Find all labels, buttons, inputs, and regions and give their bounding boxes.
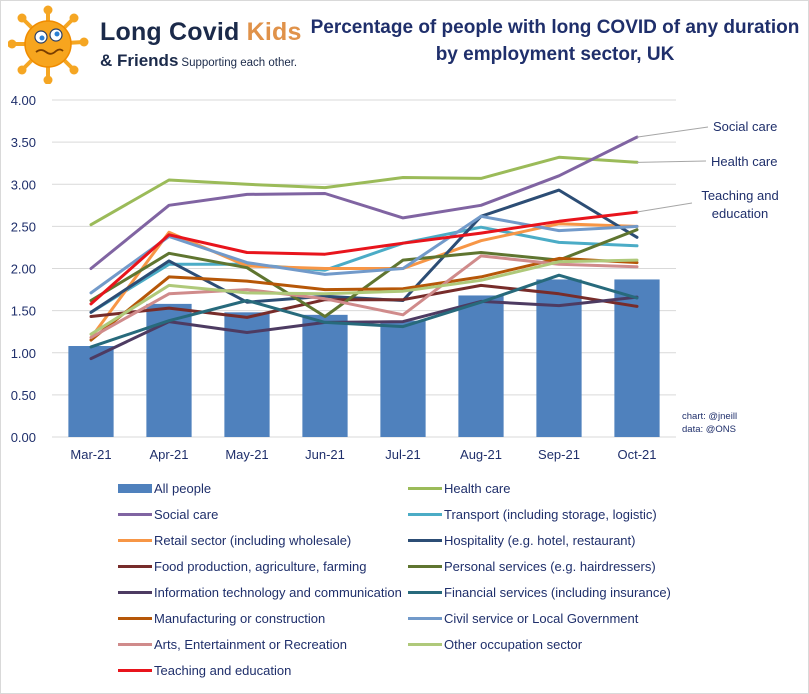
annotation-label: Health care [711,154,777,169]
logo-brand-accent: Kids [246,18,302,46]
chart-title: Percentage of people with long COVID of … [305,14,805,68]
logo-brand-main: Long Covid [100,18,247,46]
x-tick-label: Aug-21 [460,447,502,462]
legend-item: Food production, agriculture, farming [118,556,366,576]
legend-swatch [118,564,152,568]
legend-item: Retail sector (including wholesale) [118,530,351,550]
legend-item: Manufacturing or construction [118,608,325,628]
y-tick-label: 1.50 [11,304,36,319]
legend-swatch [408,590,442,594]
bar-all-people [68,346,114,437]
annotation-label: Social care [713,119,777,134]
legend-swatch [408,512,442,516]
legend-label: Manufacturing or construction [154,610,326,626]
legend-label: Personal services (e.g. hairdressers) [444,558,656,574]
x-tick-label: Apr-21 [149,447,188,462]
legend-label: Teaching and education [154,662,292,678]
legend-label: Other occupation sector [444,636,583,652]
annotation-leader-line [636,126,709,138]
legend-label: Transport (including storage, logistic) [444,506,657,522]
logo-friends: & Friends [100,51,179,70]
legend-item: Hospitality (e.g. hotel, restaurant) [408,530,635,550]
legend-item: Civil service or Local Government [408,608,638,628]
bar-all-people [458,295,504,437]
virus-mascot-icon [8,5,89,84]
legend-swatch [118,590,152,594]
line-financial-services-including-insurance [89,273,639,349]
chart-credits: chart: @jneill data: @ONS [682,410,737,436]
logo: Long Covid Kids & Friends Supporting each… [8,4,301,84]
x-tick-label: Sep-21 [538,447,580,462]
x-tick-label: Jun-21 [305,447,345,462]
legend-label: Information technology and communication [154,584,402,600]
bar-all-people [380,320,426,437]
line-teaching-and-education [89,210,639,306]
line-social-care [89,135,639,270]
annotation-leader-line [636,202,693,213]
legend-swatch [408,564,442,568]
legend-swatch [408,616,442,620]
legend-label: Retail sector (including wholesale) [154,532,352,548]
legend-item: Health care [408,478,510,498]
annotation-label: Teaching and [701,188,778,203]
legend-swatch [408,642,442,646]
y-tick-label: 4.00 [11,93,36,108]
line-civil-service-or-local-government [89,214,639,295]
credit-data-source: data: @ONS [682,424,736,435]
y-tick-label: 0.00 [11,430,36,445]
y-tick-label: 2.50 [11,219,36,234]
line-health-care [89,155,639,227]
legend-item: All people [118,478,211,498]
x-tick-label: May-21 [225,447,268,462]
line-transport-including-storage-logistic [89,225,639,314]
credit-chart-author: chart: @jneill [682,411,738,422]
logo-subtitle: & Friends Supporting each other. [100,51,297,71]
legend-swatch [118,538,152,542]
logo-brand-name: Long Covid Kids [100,18,302,47]
legend-swatch [408,538,442,542]
legend-swatch [118,616,152,620]
legend-label: Arts, Entertainment or Recreation [154,636,347,652]
legend-swatch [118,668,152,672]
x-tick-label: Mar-21 [70,447,111,462]
x-tick-label: Jul-21 [385,447,420,462]
y-tick-label: 1.00 [11,346,36,361]
legend-item: Arts, Entertainment or Recreation [118,634,347,654]
legend-item: Social care [118,504,218,524]
legend-label: Health care [444,480,511,496]
legend-swatch [118,642,152,646]
line-food-production-agriculture-farming [89,283,639,319]
legend-item: Information technology and communication [118,582,402,602]
legend-swatch [408,486,442,490]
line-information-technology-and-communication [89,295,639,361]
chart-title-line-1: Percentage of people with long COVID of … [310,17,800,38]
annotation-label: education [712,206,768,221]
logo-tagline: Supporting each other. [181,57,298,69]
line-arts-entertainment-or-recreation [89,254,639,340]
legend-label: Civil service or Local Government [444,610,639,626]
y-tick-label: 0.50 [11,388,36,403]
legend-label: Social care [154,506,219,522]
bar-all-people [302,314,348,437]
legend-item: Personal services (e.g. hairdressers) [408,556,656,576]
legend-item: Financial services (including insurance) [408,582,671,602]
legend-item: Teaching and education [118,660,291,680]
legend-label: All people [154,480,212,496]
line-other-occupation-sector [89,258,639,336]
legend-item: Transport (including storage, logistic) [408,504,657,524]
x-tick-label: Oct-21 [617,447,656,462]
annotation-leader-line [636,160,707,163]
chart-title-line-2: by employment sector, UK [435,44,675,65]
y-tick-label: 3.50 [11,135,36,150]
y-tick-label: 2.00 [11,262,36,277]
legend-label: Financial services (including insurance) [444,584,671,600]
legend-label: Food production, agriculture, farming [154,558,367,574]
legend-swatch [118,483,152,493]
legend-item: Other occupation sector [408,634,582,654]
legend-label: Hospitality (e.g. hotel, restaurant) [444,532,636,548]
legend-swatch [118,512,152,516]
y-tick-label: 3.00 [11,177,36,192]
